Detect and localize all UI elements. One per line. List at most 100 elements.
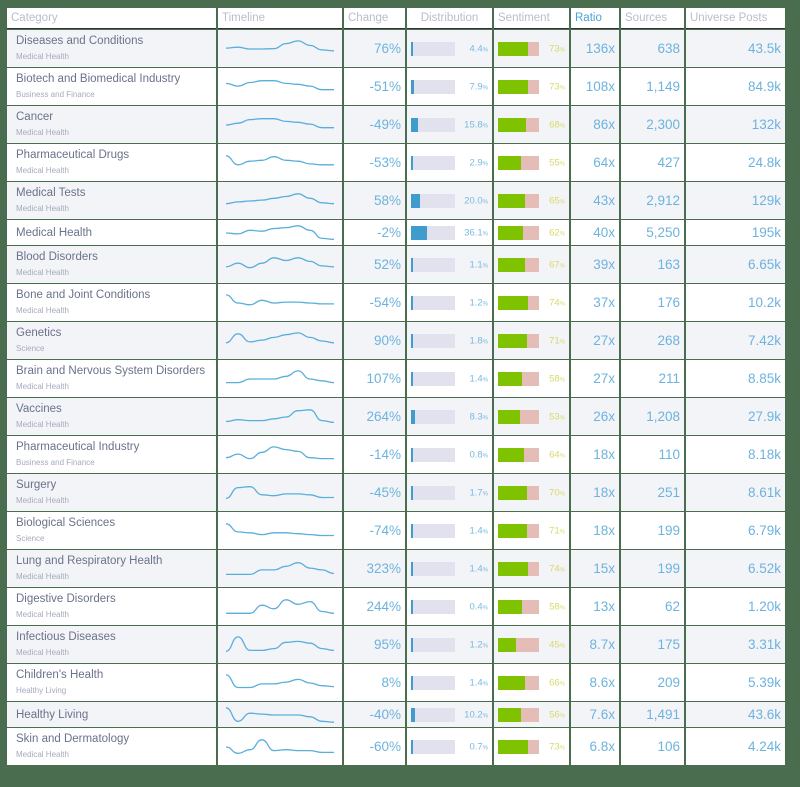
category-cell[interactable]: Brain and Nervous System Disorders Medic… <box>7 360 216 397</box>
table-row[interactable]: Biotech and Biomedical Industry Business… <box>7 68 785 105</box>
distribution-value: 0.7% <box>469 741 488 752</box>
table-row[interactable]: Biological Sciences Science -74% 1.4% 71… <box>7 512 785 549</box>
category-name[interactable]: Brain and Nervous System Disorders <box>16 365 206 377</box>
category-name[interactable]: Lung and Respiratory Health <box>16 555 163 567</box>
distribution-bar-fill <box>411 79 415 94</box>
header-timeline[interactable]: Timeline <box>218 8 342 29</box>
change-value: -45% <box>344 474 405 511</box>
sentiment-bar <box>498 79 539 94</box>
distribution-cell: 1.4% <box>407 360 492 397</box>
header-change[interactable]: Change <box>344 8 405 29</box>
category-cell[interactable]: Biological Sciences Science <box>7 512 216 549</box>
category-cell[interactable]: Cancer Medical Health <box>7 106 216 143</box>
category-name[interactable]: Blood Disorders <box>16 251 98 263</box>
table-row[interactable]: Skin and Dermatology Medical Health -60%… <box>7 728 785 765</box>
table-row[interactable]: Pharmaceutical Drugs Medical Health -53%… <box>7 144 785 181</box>
category-cell[interactable]: Diseases and Conditions Medical Health <box>7 30 216 67</box>
category-name[interactable]: Skin and Dermatology <box>16 733 130 745</box>
distribution-bar-fill <box>411 485 413 500</box>
category-name[interactable]: Medical Tests <box>16 187 86 199</box>
category-cell[interactable]: Children's Health Healthy Living <box>7 664 216 701</box>
category-name[interactable]: Digestive Disorders <box>16 593 116 605</box>
category-name[interactable]: Biotech and Biomedical Industry <box>16 73 181 85</box>
table-row[interactable]: Brain and Nervous System Disorders Medic… <box>7 360 785 397</box>
category-cell[interactable]: Lung and Respiratory Health Medical Heal… <box>7 550 216 587</box>
table-row[interactable]: Digestive Disorders Medical Health 244% … <box>7 588 785 625</box>
category-name[interactable]: Medical Health <box>16 226 93 239</box>
timeline-cell <box>218 360 342 397</box>
table-row[interactable]: Blood Disorders Medical Health 52% 1.1% … <box>7 246 785 283</box>
category-name[interactable]: Vaccines <box>16 403 62 415</box>
header-universe-posts[interactable]: Universe Posts <box>686 8 785 29</box>
table-row[interactable]: Vaccines Medical Health 264% 8.3% 53% 26… <box>7 398 785 435</box>
sentiment-bar-positive <box>498 333 528 348</box>
category-cell[interactable]: Medical Health <box>7 220 216 245</box>
sentiment-value: 58% <box>549 601 565 612</box>
table-row[interactable]: Medical Health -2% 36.1% 62% 40x 5,250 1… <box>7 220 785 245</box>
category-name[interactable]: Pharmaceutical Industry <box>16 441 140 453</box>
sentiment-value: 67% <box>549 259 565 270</box>
category-name[interactable]: Infectious Diseases <box>16 631 116 643</box>
ratio-value: 37x <box>571 284 619 321</box>
category-name[interactable]: Pharmaceutical Drugs <box>16 149 130 161</box>
category-name[interactable]: Biological Sciences <box>16 517 116 529</box>
sentiment-cell: 62% <box>494 220 569 245</box>
category-name[interactable]: Diseases and Conditions <box>16 35 144 47</box>
category-cell[interactable]: Bone and Joint Conditions Medical Health <box>7 284 216 321</box>
distribution-bar <box>411 257 455 272</box>
header-ratio[interactable]: Ratio <box>571 8 619 29</box>
distribution-bar <box>411 523 455 538</box>
table-row[interactable]: Bone and Joint Conditions Medical Health… <box>7 284 785 321</box>
distribution-cell: 2.9% <box>407 144 492 181</box>
sentiment-bar-positive <box>498 193 525 208</box>
change-value: 323% <box>344 550 405 587</box>
distribution-bar-fill <box>411 371 413 386</box>
table-row[interactable]: Children's Health Healthy Living 8% 1.4%… <box>7 664 785 701</box>
category-parent: Healthy Living <box>16 686 67 695</box>
category-name[interactable]: Bone and Joint Conditions <box>16 289 151 301</box>
table-row[interactable]: Healthy Living -40% 10.2% 56% 7.6x 1,491… <box>7 702 785 727</box>
table-row[interactable]: Surgery Medical Health -45% 1.7% 70% 18x… <box>7 474 785 511</box>
table-row[interactable]: Cancer Medical Health -49% 15.8% 68% 86x… <box>7 106 785 143</box>
header-sentiment[interactable]: Sentiment <box>494 8 569 29</box>
category-cell[interactable]: Biotech and Biomedical Industry Business… <box>7 68 216 105</box>
sentiment-value: 55% <box>549 157 565 168</box>
category-cell[interactable]: Blood Disorders Medical Health <box>7 246 216 283</box>
category-cell[interactable]: Digestive Disorders Medical Health <box>7 588 216 625</box>
category-cell[interactable]: Skin and Dermatology Medical Health <box>7 728 216 765</box>
category-name[interactable]: Cancer <box>16 111 54 123</box>
category-cell[interactable]: Medical Tests Medical Health <box>7 182 216 219</box>
sparkline-chart <box>225 79 334 90</box>
category-cell[interactable]: Pharmaceutical Industry Business and Fin… <box>7 436 216 473</box>
distribution-cell: 7.9% <box>407 68 492 105</box>
table-row[interactable]: Infectious Diseases Medical Health 95% 1… <box>7 626 785 663</box>
category-cell[interactable]: Genetics Science <box>7 322 216 359</box>
distribution-cell: 0.8% <box>407 436 492 473</box>
category-cell[interactable]: Pharmaceutical Drugs Medical Health <box>7 144 216 181</box>
table-row[interactable]: Lung and Respiratory Health Medical Heal… <box>7 550 785 587</box>
table-row[interactable]: Genetics Science 90% 1.8% 71% 27x 268 7.… <box>7 322 785 359</box>
header-category[interactable]: Category <box>7 8 216 29</box>
table-row[interactable]: Pharmaceutical Industry Business and Fin… <box>7 436 785 473</box>
category-cell[interactable]: Vaccines Medical Health <box>7 398 216 435</box>
change-value: 58% <box>344 182 405 219</box>
table-row[interactable]: Diseases and Conditions Medical Health 7… <box>7 30 785 67</box>
sentiment-cell: 73% <box>494 728 569 765</box>
category-name[interactable]: Surgery <box>16 479 57 491</box>
sources-value: 110 <box>621 436 684 473</box>
timeline-cell <box>218 106 342 143</box>
ratio-value: 6.8x <box>571 728 619 765</box>
category-cell[interactable]: Healthy Living <box>7 702 216 727</box>
distribution-value: 1.7% <box>469 487 488 498</box>
category-name[interactable]: Healthy Living <box>16 708 89 721</box>
ratio-value: 8.7x <box>571 626 619 663</box>
category-name[interactable]: Genetics <box>16 327 62 339</box>
table-row[interactable]: Medical Tests Medical Health 58% 20.0% 6… <box>7 182 785 219</box>
header-sources[interactable]: Sources <box>621 8 684 29</box>
category-cell[interactable]: Infectious Diseases Medical Health <box>7 626 216 663</box>
universe-posts-value: 1.20k <box>686 588 785 625</box>
sentiment-bar <box>498 561 539 576</box>
category-name[interactable]: Children's Health <box>16 669 104 681</box>
category-cell[interactable]: Surgery Medical Health <box>7 474 216 511</box>
header-distribution[interactable]: Distribution <box>407 8 492 29</box>
